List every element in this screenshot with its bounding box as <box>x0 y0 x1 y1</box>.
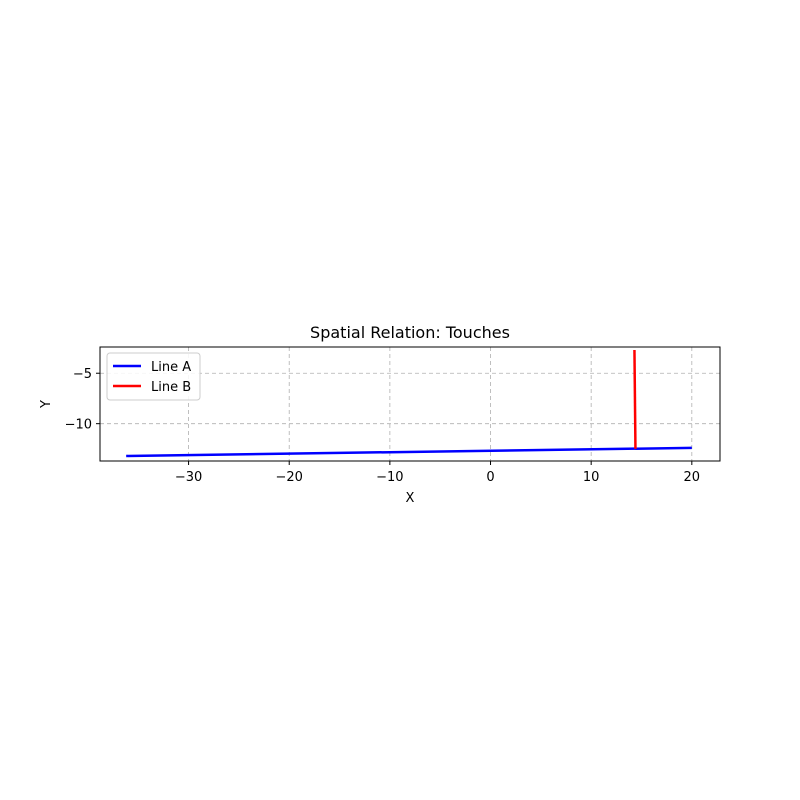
legend-label-line-a: Line A <box>151 360 191 375</box>
x-axis: −30 −20 −10 0 10 20 <box>175 461 700 485</box>
series-line-b <box>633 350 637 449</box>
legend-label-line-b: Line B <box>151 380 191 395</box>
x-tick-label: 0 <box>486 470 494 485</box>
series-line-a <box>126 446 692 458</box>
x-axis-label: X <box>406 491 415 506</box>
series-group <box>126 350 692 458</box>
legend: Line A Line B <box>106 352 201 401</box>
chart-title: Spatial Relation: Touches <box>310 323 510 342</box>
y-axis-label: Y <box>39 400 54 409</box>
y-tick-label: −5 <box>73 367 92 382</box>
x-tick-label: −20 <box>276 470 303 485</box>
x-tick-label: 10 <box>583 470 600 485</box>
y-axis: −5 −10 <box>65 367 100 433</box>
x-tick-label: −10 <box>376 470 403 485</box>
x-tick-label: 20 <box>684 470 701 485</box>
plot-frame <box>99 346 721 462</box>
y-tick-label: −10 <box>65 418 92 433</box>
grid <box>100 347 720 461</box>
x-tick-label: −30 <box>175 470 202 485</box>
